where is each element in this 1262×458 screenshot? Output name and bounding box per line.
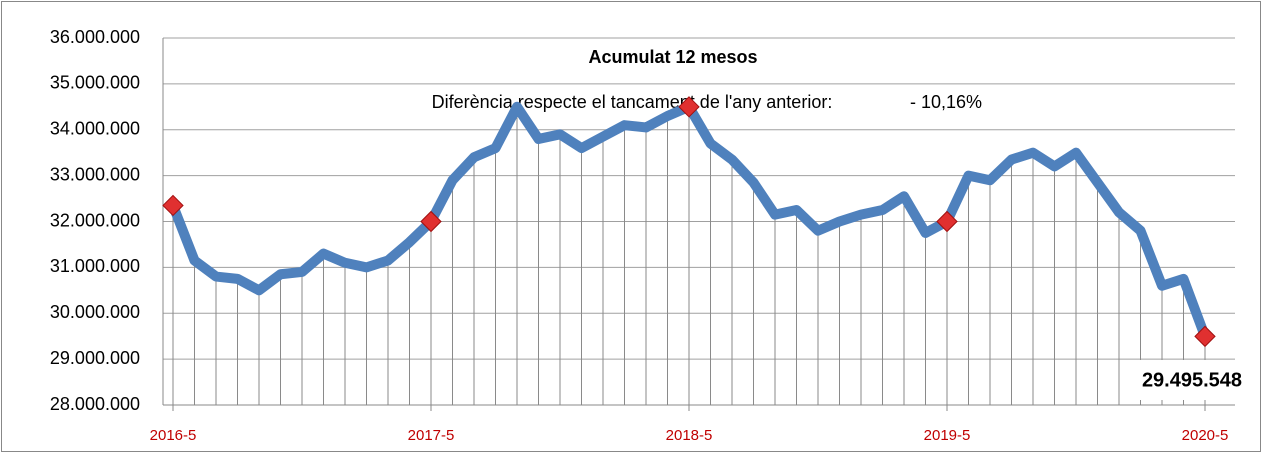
marker xyxy=(1194,325,1216,348)
marker xyxy=(162,194,184,217)
y-tick-label: 32.000.000 xyxy=(50,210,140,230)
annotation: - 10,16% xyxy=(910,92,982,112)
marker xyxy=(936,210,958,233)
chart-title: Acumulat 12 mesos xyxy=(588,47,757,67)
x-tick-label: 2019-5 xyxy=(924,427,971,444)
x-tick-label: 2016-5 xyxy=(150,427,197,444)
marker xyxy=(420,210,442,233)
y-tick-label: 31.000.000 xyxy=(50,256,140,276)
value-label-box xyxy=(1125,360,1259,400)
y-tick-label: 36.000.000 xyxy=(50,27,140,47)
x-tick-label: 2020-5 xyxy=(1182,427,1229,444)
marker xyxy=(678,96,700,118)
value-label: 29.495.548 xyxy=(1142,369,1242,391)
y-tick-label: 33.000.000 xyxy=(50,164,140,184)
y-tick-label: 35.000.000 xyxy=(50,73,140,93)
x-tick-label: 2018-5 xyxy=(666,427,713,444)
y-tick-label: 29.000.000 xyxy=(50,348,140,368)
annotation: Diferència respecte el tancament de l'an… xyxy=(432,92,833,112)
y-tick-label: 28.000.000 xyxy=(50,394,140,414)
y-tick-label: 30.000.000 xyxy=(50,302,140,322)
x-tick-label: 2017-5 xyxy=(408,427,455,444)
y-tick-label: 34.000.000 xyxy=(50,119,140,139)
